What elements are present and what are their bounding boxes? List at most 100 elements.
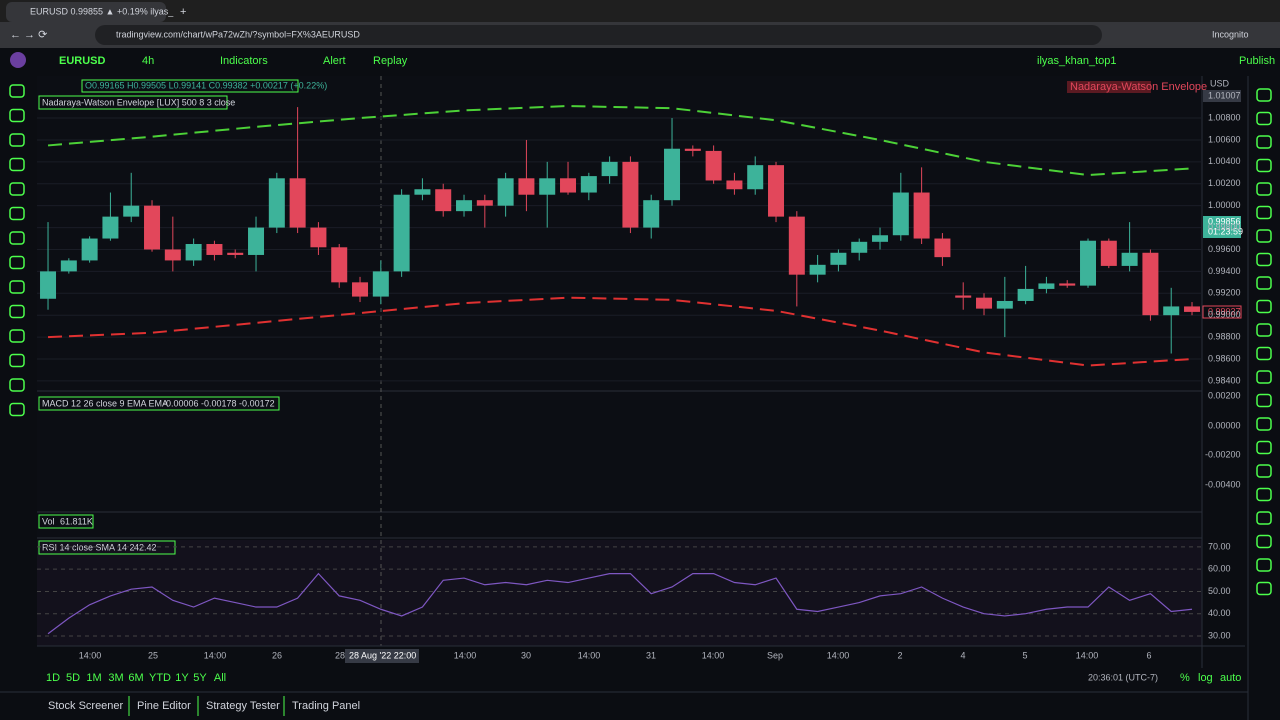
- log-toggle[interactable]: log: [1198, 672, 1213, 684]
- volume-legend: Vol: [42, 516, 55, 526]
- sidebar-icon[interactable]: [1256, 252, 1272, 267]
- bottom-tab[interactable]: Trading Panel: [292, 700, 360, 712]
- y-tick-label: 0.99000: [1208, 310, 1241, 320]
- tool-icon[interactable]: [9, 182, 25, 196]
- last-price: 0.99856: [1208, 216, 1241, 226]
- sidebar-icon[interactable]: [1256, 370, 1272, 384]
- bottom-tab[interactable]: Strategy Tester: [206, 700, 280, 712]
- sidebar-icon[interactable]: [1256, 581, 1272, 596]
- y-tick-label: 30.00: [1208, 630, 1231, 640]
- clock: 20:36:01 (UTC-7): [1088, 672, 1158, 682]
- tool-icon[interactable]: [9, 280, 25, 294]
- sidebar-icon[interactable]: [1256, 511, 1272, 525]
- y-tick-label: 70.00: [1208, 541, 1231, 551]
- candle-body: [518, 178, 535, 195]
- tab[interactable]: [6, 2, 166, 22]
- x-tick-label: 4: [960, 650, 965, 660]
- candle-body: [1163, 306, 1180, 316]
- sidebar-icon[interactable]: [1256, 440, 1272, 455]
- range-button[interactable]: 5Y: [193, 672, 207, 684]
- sidebar-icon[interactable]: [1256, 182, 1272, 196]
- tool-icon[interactable]: [9, 353, 25, 368]
- range-button[interactable]: 3M: [108, 672, 123, 684]
- candle-body: [123, 205, 140, 217]
- range-button[interactable]: 1M: [86, 672, 101, 684]
- auto-toggle[interactable]: auto: [1220, 672, 1241, 684]
- symbol[interactable]: EURUSD: [59, 55, 106, 67]
- legend-box: [38, 95, 228, 110]
- sidebar-icon[interactable]: [1256, 323, 1272, 337]
- y-tick-label: 1.00600: [1208, 134, 1241, 144]
- tool-icon[interactable]: [9, 133, 25, 147]
- candle-body: [40, 271, 57, 299]
- range-button[interactable]: 1D: [46, 672, 60, 684]
- tool-icon[interactable]: [9, 402, 25, 417]
- candle-body: [747, 165, 764, 190]
- address-bar[interactable]: [95, 25, 1102, 45]
- indicators[interactable]: Indicators: [220, 55, 268, 67]
- sidebar-icon[interactable]: [1256, 111, 1272, 126]
- tool-icon[interactable]: [9, 255, 25, 270]
- sidebar-icon[interactable]: [1256, 88, 1272, 102]
- tab-title: EURUSD 0.99855 ▲ +0.19% ilyas_: [30, 6, 174, 16]
- sidebar-icon[interactable]: [1256, 205, 1272, 220]
- bottom-tab[interactable]: Pine Editor: [137, 700, 191, 712]
- tool-icon[interactable]: [9, 108, 25, 123]
- range-button[interactable]: 5D: [66, 672, 80, 684]
- sidebar-icon[interactable]: [1256, 158, 1272, 173]
- sidebar-icon[interactable]: [1256, 464, 1272, 478]
- new-tab[interactable]: +: [180, 6, 186, 18]
- envelope-line: [47, 105, 1193, 177]
- sidebar-icon[interactable]: [1256, 487, 1272, 502]
- y-tick-label: 1.00800: [1208, 112, 1241, 122]
- candle-body: [768, 165, 785, 217]
- sidebar-icon[interactable]: [1256, 417, 1272, 431]
- tool-icon[interactable]: [9, 304, 25, 319]
- candle-body: [456, 200, 473, 212]
- percent-toggle[interactable]: %: [1180, 672, 1190, 684]
- layout-name[interactable]: ilyas_khan_top1: [1037, 55, 1117, 67]
- sidebar-icon[interactable]: [1256, 393, 1272, 408]
- sidebar-icon[interactable]: [1256, 534, 1272, 549]
- range-button[interactable]: 1Y: [175, 672, 189, 684]
- sidebar-icon[interactable]: [1256, 346, 1272, 361]
- candle-body: [913, 192, 930, 239]
- tool-icon[interactable]: [9, 157, 25, 172]
- replay[interactable]: Replay: [373, 55, 408, 67]
- y-tick-label: 0.98400: [1208, 375, 1241, 385]
- currency[interactable]: USD: [1210, 78, 1230, 88]
- last-price-tag: [1203, 216, 1241, 238]
- rsi-line: [47, 572, 1193, 635]
- candle-body: [81, 238, 98, 261]
- tool-icon[interactable]: [9, 84, 25, 98]
- macd-tick: -0.00200: [1205, 449, 1241, 459]
- sidebar-icon[interactable]: [1256, 135, 1272, 149]
- bottom-tab[interactable]: Stock Screener: [48, 700, 124, 712]
- candle-body: [664, 148, 681, 201]
- sidebar-icon[interactable]: [1256, 299, 1272, 314]
- sidebar-icon[interactable]: [1256, 276, 1272, 290]
- candle-body: [1121, 252, 1138, 266]
- range-button[interactable]: 6M: [128, 672, 143, 684]
- candle-body: [331, 247, 348, 283]
- candle-body: [393, 194, 410, 272]
- nav-buttons[interactable]: ← → ⟳: [10, 29, 47, 41]
- ohlc-legend: O0.99165 H0.99505 L0.99141 C0.99382 +0.0…: [85, 80, 327, 90]
- publish[interactable]: Publish: [1239, 55, 1275, 67]
- avatar[interactable]: [10, 52, 26, 68]
- tool-icon[interactable]: [9, 231, 25, 245]
- candle-body: [248, 227, 265, 255]
- tool-icon[interactable]: [9, 378, 25, 392]
- candle-body: [580, 176, 597, 193]
- range-button[interactable]: YTD: [149, 672, 171, 684]
- candle-body: [955, 295, 972, 298]
- profile[interactable]: Incognito: [1212, 29, 1249, 39]
- tool-icon[interactable]: [9, 329, 25, 343]
- sidebar-icon[interactable]: [1256, 229, 1272, 243]
- sidebar-icon[interactable]: [1256, 558, 1272, 572]
- legend-box: [81, 79, 299, 93]
- alert[interactable]: Alert: [323, 55, 346, 67]
- range-button[interactable]: All: [214, 672, 226, 684]
- interval[interactable]: 4h: [142, 55, 154, 67]
- tool-icon[interactable]: [9, 206, 25, 221]
